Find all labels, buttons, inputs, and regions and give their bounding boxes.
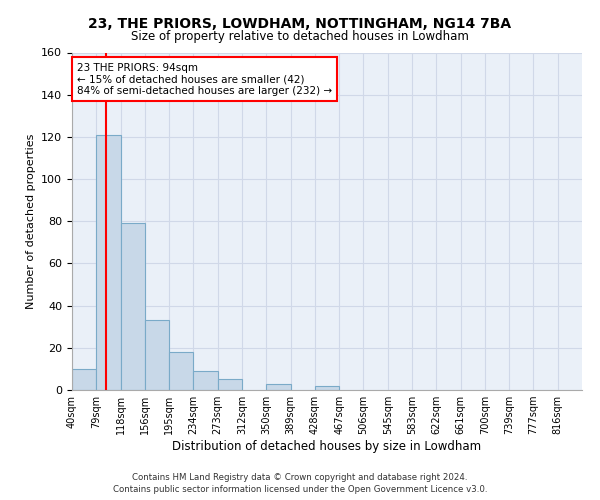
Bar — [96, 135, 121, 390]
Text: 23 THE PRIORS: 94sqm
← 15% of detached houses are smaller (42)
84% of semi-detac: 23 THE PRIORS: 94sqm ← 15% of detached h… — [77, 62, 332, 96]
Bar — [121, 224, 145, 390]
Bar — [315, 386, 339, 390]
Bar — [145, 320, 169, 390]
Text: 23, THE PRIORS, LOWDHAM, NOTTINGHAM, NG14 7BA: 23, THE PRIORS, LOWDHAM, NOTTINGHAM, NG1… — [88, 18, 512, 32]
Bar — [72, 369, 96, 390]
Text: Contains HM Land Registry data © Crown copyright and database right 2024.
Contai: Contains HM Land Registry data © Crown c… — [113, 472, 487, 494]
Bar — [266, 384, 290, 390]
X-axis label: Distribution of detached houses by size in Lowdham: Distribution of detached houses by size … — [172, 440, 482, 453]
Text: Size of property relative to detached houses in Lowdham: Size of property relative to detached ho… — [131, 30, 469, 43]
Y-axis label: Number of detached properties: Number of detached properties — [26, 134, 35, 309]
Bar — [169, 352, 193, 390]
Bar — [218, 380, 242, 390]
Bar — [193, 371, 218, 390]
